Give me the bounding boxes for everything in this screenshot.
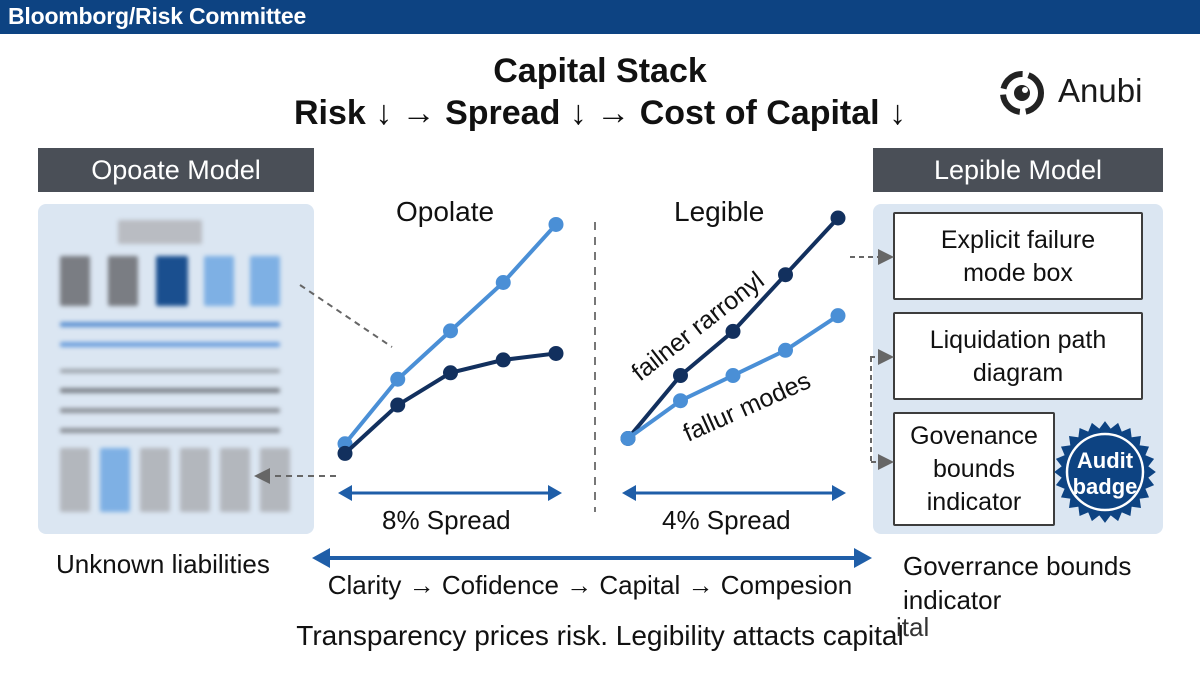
blurred-document (38, 204, 314, 534)
tagline: Transparency prices risk. Legibility att… (296, 620, 904, 651)
data-point (778, 267, 793, 283)
legible-model-header: Lepible Model (873, 148, 1163, 192)
data-point (673, 368, 688, 383)
flow-sequence: Clarity → Cofidence → Capital → Compesio… (327, 570, 853, 600)
legible-chart-title: Legible (674, 196, 765, 227)
legible-model-panel: Explicit failure mode box Liquidation pa… (873, 204, 1163, 534)
data-point (495, 275, 511, 290)
opaque-chart-title: Opolate (396, 196, 495, 227)
left-spread-arrow (338, 485, 562, 501)
data-point (620, 431, 636, 446)
badge-line-2: badge (1073, 474, 1138, 499)
data-point (778, 342, 793, 358)
data-point (673, 393, 688, 409)
right-spread-label: 4% Spread (662, 505, 791, 535)
data-point (390, 371, 406, 387)
top-bar-title: Bloomborg/Risk Committee (8, 3, 307, 29)
page-subtitle: Risk ↓ → Spread ↓ → Cost of Capital ↓ (293, 94, 907, 132)
data-point (830, 210, 846, 226)
liquidation-path-box: Liquidation path diagram (893, 312, 1143, 400)
unknown-liabilities-caption: Unknown liabilities (56, 549, 270, 579)
governance-caption: Goverrance bounds indicator (903, 551, 1132, 615)
logo-text: Anubi (1058, 72, 1143, 109)
governance-bounds-box: Govenance bounds indicator (893, 412, 1055, 526)
anubi-logo: Anubi (996, 66, 1176, 122)
data-point (443, 365, 458, 381)
right-spread-arrow (622, 485, 846, 501)
data-point (443, 323, 458, 339)
blurred-document-panel (38, 204, 314, 534)
left-spread-label: 8% Spread (382, 505, 511, 535)
data-point (725, 368, 741, 383)
data-point (495, 352, 511, 368)
data-point (337, 445, 353, 461)
page-title: Capital Stack (493, 52, 707, 90)
failure-mode-box: Explicit failure mode box (893, 212, 1143, 300)
target-ring-icon (1000, 71, 1044, 115)
data-point (548, 216, 564, 232)
audit-badge: Audit badge (1054, 421, 1156, 523)
data-point (390, 397, 406, 413)
connector-dashed (299, 284, 393, 348)
data-point (725, 323, 741, 339)
opaque-model-header: Opoate Model (38, 148, 314, 192)
data-point (548, 345, 564, 361)
tagline-fragment: ital (896, 612, 930, 642)
legible-chart (620, 210, 846, 446)
data-point (830, 308, 846, 324)
opaque-chart (337, 216, 564, 461)
bottom-double-arrow (312, 548, 872, 568)
badge-line-1: Audit (1077, 448, 1134, 473)
chart-annotation: fallur modes (679, 367, 815, 448)
top-bar: Bloomborg/Risk Committee (0, 0, 1200, 34)
